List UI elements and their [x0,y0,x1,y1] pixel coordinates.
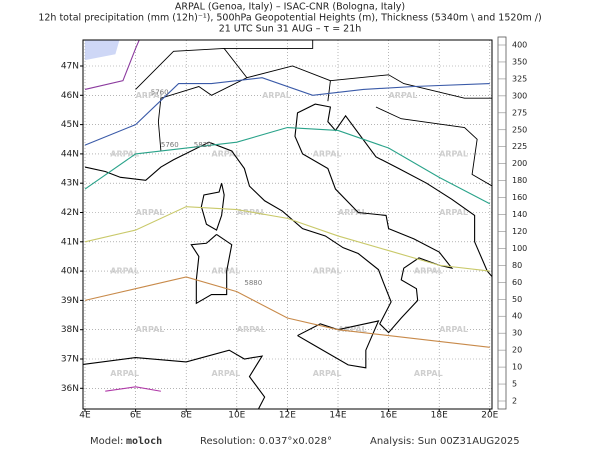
map: ARPAL ARPAL ARPAL ARPAL ARPAL ARPAL ARPAL ARPAL… [61,40,499,421]
header-line: 21 UTC Sun 31 AUG – τ = 21h [219,24,362,35]
contour-label: 5760 [161,141,179,149]
coastline [190,234,233,305]
watermark: ARPAL [212,369,241,378]
contour-line [84,77,490,146]
colorbar-label: 20 [512,346,522,355]
watermark: ARPAL [439,325,468,334]
watermark: ARPAL [338,325,367,334]
contour-label: 5820 [194,141,212,149]
colorbar-label: 10 [512,363,522,372]
footer-model-label: Model: [90,436,123,447]
contour-line [105,386,161,392]
header-line: 12h total precipitation (mm (12h)⁻¹), 50… [38,13,541,24]
coastline [297,320,380,369]
lon-label: 18E [431,411,448,421]
watermark: ARPAL [414,267,443,276]
watermark: ARPAL [110,267,139,276]
lon-label: 16E [380,411,397,421]
coastline [84,103,492,334]
lon-label: 6E [130,411,142,421]
lat-label: 45N [61,120,79,130]
watermark: ARPAL [389,91,418,100]
contour-line [84,126,491,205]
watermark: ARPAL [136,91,165,100]
colorbar-label: 200 [512,159,527,168]
footer-analysis: Analysis: Sun 00Z31AUG2025 [370,436,520,447]
colorbar-label: 80 [512,261,522,270]
border [375,106,492,187]
contour-label: 5880 [244,279,262,287]
colorbar-label: 140 [512,210,527,219]
contour-line [84,276,490,348]
watermark: ARPAL [110,149,139,158]
colorbar-label: 300 [512,91,527,100]
colorbar-label: 160 [512,193,527,202]
map-frame [82,39,493,410]
precip-area [85,40,120,61]
colorbar-label: 5 [512,380,517,389]
colorbar-label: 325 [512,74,527,83]
colorbar-label: 40 [512,312,522,321]
watermark: ARPAL [313,149,342,158]
colorbar-label: 2 [512,397,517,406]
lat-label: 40N [61,267,79,277]
lon-label: 14E [329,411,346,421]
coastline [200,183,225,231]
watermark: ARPAL [262,91,291,100]
lat-label: 39N [61,296,79,306]
lat-label: 44N [61,149,79,159]
colorbar-label: 250 [512,125,527,134]
border [157,65,331,152]
watermark: ARPAL [313,267,342,276]
lat-label: 41N [61,237,79,247]
lon-label: 20E [481,411,498,421]
watermark: ARPAL [313,369,342,378]
colorbar-label: 100 [512,244,527,253]
colorbar-label: 275 [512,108,527,117]
colorbar-label: 225 [512,142,527,151]
map-content: ARPAL ARPAL ARPAL ARPAL ARPAL ARPAL ARPAL ARPAL… [83,40,492,409]
watermark: ARPAL [110,369,139,378]
lon-label: 8E [180,411,192,421]
colorbar-label: 350 [512,57,527,66]
contour-line [84,206,490,272]
border [135,47,248,90]
lat-label: 46N [61,91,79,101]
lon-label: 10E [228,411,245,421]
watermark: ARPAL [212,267,241,276]
header-line: ARPAL (Genoa, Italy) – ISAC-CNR (Bologna… [175,2,405,13]
lat-label: 36N [61,384,79,394]
watermark: ARPAL [136,325,165,334]
watermark: ARPAL [212,149,241,158]
lat-label: 42N [61,208,79,218]
lat-label: 47N [61,62,79,72]
lat-label: 38N [61,325,79,335]
lat-label: 37N [61,355,79,365]
footer-resolution: Resolution: 0.037°x0.028° [200,436,332,447]
colorbar-label: 400 [512,41,527,50]
contour-line [84,40,140,90]
colorbar-box [497,36,507,410]
coastline [83,349,266,409]
border [330,74,492,99]
watermark: ARPAL [414,369,443,378]
lon-label: 4E [79,411,91,421]
contour-label: 5760 [151,88,169,96]
lon-label: 12E [279,411,296,421]
colorbar-label: 50 [512,295,522,304]
watermark: ARPAL [338,208,367,217]
watermark: ARPAL [136,208,165,217]
footer-model: moloch [126,436,162,447]
colorbar-label: 30 [512,329,522,338]
colorbar-label: 60 [512,278,522,287]
colorbar-label: 180 [512,176,527,185]
lat-label: 43N [61,179,79,189]
watermark: ARPAL [237,325,266,334]
watermark: ARPAL [439,149,468,158]
colorbar-label: 120 [512,227,527,236]
watermark: ARPAL [439,208,468,217]
border [224,40,314,49]
colorbar: 2 5 10 20 30 40 50 60 80 100 120 140 160 180 200 225 250… [497,36,527,410]
